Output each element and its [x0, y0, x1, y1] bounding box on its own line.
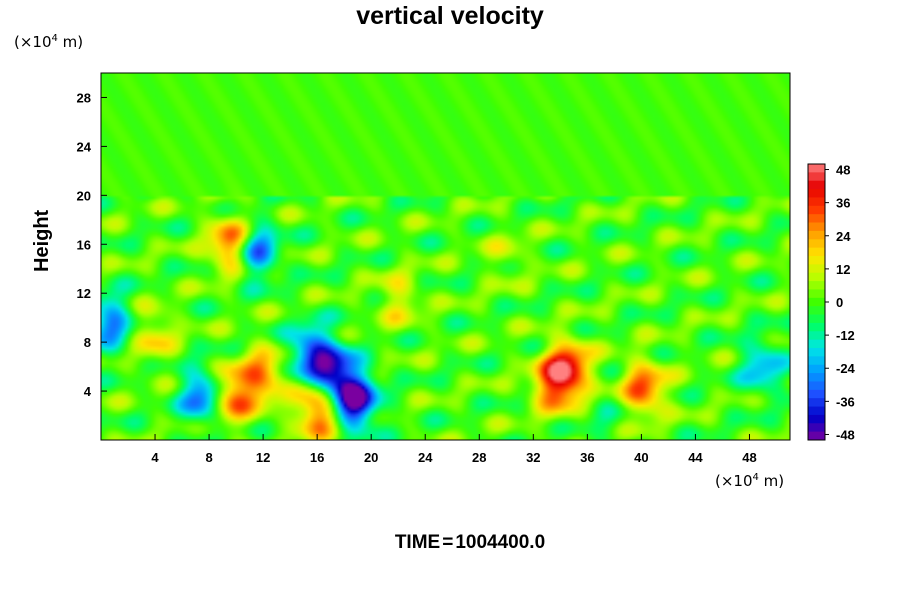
- colorbar-band: [808, 406, 825, 416]
- colorbar-band: [808, 297, 825, 307]
- x-tick-label: 44: [688, 450, 703, 465]
- colorbar-band: [808, 389, 825, 399]
- time-value: 1004400.0: [455, 532, 546, 553]
- time-label: TIME = 1004400.0: [0, 532, 900, 554]
- colorbar-band: [808, 214, 825, 223]
- x-tick-label: 36: [580, 450, 594, 465]
- x-tick-label: 4: [151, 450, 159, 465]
- colorbar-band: [808, 239, 825, 249]
- colorbar-tick-label: 36: [836, 196, 850, 211]
- colorbar-band: [808, 264, 825, 274]
- x-tick-label: 28: [472, 450, 486, 465]
- x-unit-suffix: m): [758, 472, 785, 490]
- y-unit-suffix: m): [57, 33, 84, 51]
- y-tick-label: 4: [84, 384, 92, 399]
- colorbar-band: [808, 398, 825, 407]
- y-tick-label: 28: [77, 90, 91, 105]
- colorbar-band: [808, 364, 825, 374]
- colorbar: 48 36 24 12 0 -12 -24 -36 -48: [807, 163, 856, 442]
- x-tick-label: 20: [364, 450, 378, 465]
- plot-border: [100, 72, 791, 441]
- plot-area: [100, 72, 791, 441]
- y-unit-exponent: 4: [51, 33, 58, 44]
- colorbar-band: [808, 373, 825, 382]
- colorbar-band: [808, 272, 825, 282]
- x-unit-exponent: 4: [752, 472, 759, 483]
- colorbar-tick-label: -36: [836, 394, 855, 409]
- colorbar-band: [808, 314, 825, 324]
- colorbar-band: [808, 431, 825, 441]
- x-tick-label: 32: [526, 450, 540, 465]
- colorbar-band: [808, 256, 825, 265]
- x-tick-label: 12: [256, 450, 270, 465]
- colorbar-band: [808, 339, 825, 349]
- heatmap-field: [101, 73, 790, 440]
- y-tick-label: 24: [77, 139, 92, 154]
- colorbar-band: [808, 414, 825, 424]
- x-axis-unit: (×104 m): [715, 472, 784, 490]
- colorbar-tick-label: 12: [836, 262, 850, 277]
- colorbar-band: [808, 281, 825, 290]
- x-tick-label: 24: [418, 450, 433, 465]
- colorbar-band: [808, 164, 825, 173]
- colorbar-band: [808, 306, 825, 315]
- colorbar-band: [808, 247, 825, 257]
- y-unit-prefix: (×10: [14, 33, 52, 51]
- colorbar-tick-label: -48: [836, 427, 855, 442]
- time-equals: =: [442, 532, 454, 553]
- colorbar-band: [808, 423, 825, 433]
- colorbar-tick-label: -24: [836, 361, 856, 376]
- colorbar-tick-label: 24: [836, 229, 851, 244]
- colorbar-band: [808, 230, 825, 240]
- y-tick-label: 12: [77, 286, 91, 301]
- x-tick-label: 48: [742, 450, 756, 465]
- colorbar-band: [808, 222, 825, 232]
- colorbar-band: [808, 205, 825, 215]
- colorbar-band: [808, 189, 825, 198]
- y-tick-label: 20: [77, 188, 91, 203]
- colorbar-tick-label: -12: [836, 328, 855, 343]
- colorbar-band: [808, 197, 825, 207]
- y-tick-label: 16: [77, 237, 91, 252]
- colorbar-tick-label: 0: [836, 295, 843, 310]
- colorbar-band: [808, 289, 825, 299]
- time-prefix: TIME: [394, 532, 441, 553]
- colorbar-band: [808, 331, 825, 341]
- colorbar-band: [808, 381, 825, 391]
- chart-title: vertical velocity: [356, 2, 544, 30]
- colorbar-tick-label: 48: [836, 163, 850, 178]
- x-tick-label: 40: [634, 450, 648, 465]
- y-axis-unit: (×104 m): [14, 33, 83, 51]
- colorbar-band: [808, 356, 825, 366]
- y-tick-label: 8: [84, 335, 91, 350]
- x-tick-label: 16: [310, 450, 324, 465]
- colorbar-band: [808, 348, 825, 357]
- x-tick-label: 8: [205, 450, 212, 465]
- colorbar-band: [808, 180, 825, 190]
- x-unit-prefix: (×10: [715, 472, 753, 490]
- colorbar-band: [808, 322, 825, 332]
- colorbar-band: [808, 172, 825, 182]
